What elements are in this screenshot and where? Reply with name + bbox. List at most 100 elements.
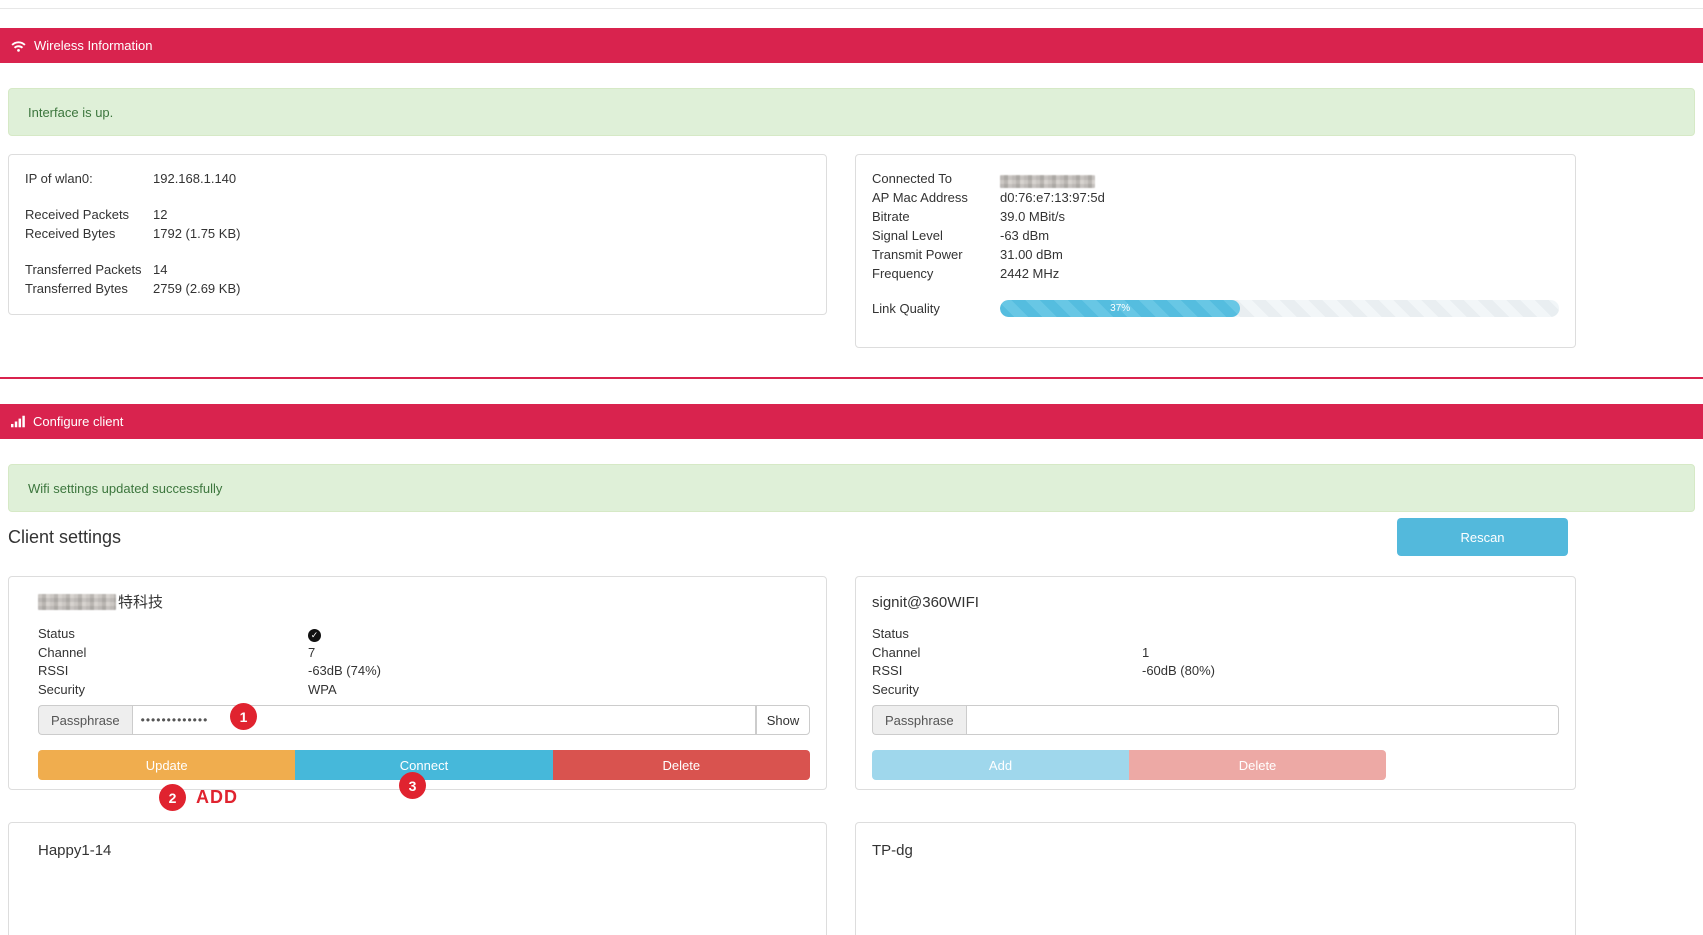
conn-label: Bitrate [872, 209, 910, 224]
channel-value: 1 [1142, 644, 1150, 660]
network-cards-row: Happy1-14 TP-dg [8, 822, 1703, 935]
stat-label: IP of wlan0: [25, 171, 93, 186]
spacer [25, 243, 810, 260]
stat-label: Transferred Packets [25, 262, 142, 277]
network-cards-row: 特科技 Status ✓ Channel 7 RSSI -63dB (74%) … [8, 576, 1703, 790]
stat-value: 2759 (2.69 KB) [153, 281, 241, 296]
alert-text: Interface is up. [28, 104, 114, 120]
channel-value: 7 [308, 644, 316, 660]
annotation-step-3-badge: 3 [399, 772, 426, 799]
network-name: 特科技 [38, 593, 810, 613]
stat-label: Received Packets [25, 207, 130, 222]
security-value [1142, 681, 1559, 700]
passphrase-input[interactable] [131, 705, 756, 735]
rssi-value: -60dB (80%) [1142, 663, 1215, 678]
passphrase-input[interactable] [965, 705, 1559, 735]
network-actions: Update Connect Delete [38, 750, 810, 780]
annotation-step-1-badge: 1 [230, 703, 257, 730]
conn-label: Signal Level [872, 228, 943, 243]
client-settings-row: Client settings Rescan [8, 518, 1568, 556]
network-actions: Add Delete [872, 750, 1559, 780]
connect-button[interactable]: Connect [295, 750, 553, 780]
stat-value: 192.168.1.140 [153, 171, 237, 186]
field-row: Security [872, 681, 1559, 700]
conn-value: 2442 MHz [1000, 266, 1060, 281]
field-label: Channel [38, 644, 87, 660]
network-name-text: signit@360WIFI [872, 594, 979, 611]
passphrase-group: Passphrase Show [38, 705, 810, 735]
passphrase-group: Passphrase [872, 705, 1559, 735]
update-button[interactable]: Update [38, 750, 296, 780]
link-quality-row: Link Quality 37% [872, 299, 1559, 318]
conn-row: AP Mac Address d0:76:e7:13:97:5d [872, 188, 1559, 207]
field-row: Channel 1 [872, 644, 1559, 663]
conn-label: Transmit Power [872, 247, 963, 262]
conn-row: Signal Level -63 dBm [872, 226, 1559, 245]
security-value: WPA [308, 681, 337, 697]
spacer [872, 283, 1559, 299]
passphrase-label: Passphrase [872, 705, 966, 735]
field-label: Channel [872, 644, 921, 660]
field-row: RSSI -63dB (74%) [38, 662, 810, 681]
network-name-text: 特科技 [118, 594, 164, 611]
wifi-updated-alert: Wifi settings updated successfully [8, 464, 1695, 512]
stat-row: Transferred Packets 14 [25, 260, 810, 279]
stat-row: IP of wlan0: 192.168.1.140 [25, 169, 810, 188]
status-value [1142, 625, 1559, 644]
conn-row: Transmit Power 31.00 dBm [872, 245, 1559, 264]
link-quality-progressbar: 37% [1000, 300, 1559, 317]
field-label: Status [872, 626, 909, 641]
conn-label: AP Mac Address [872, 190, 968, 205]
conn-label: Link Quality [872, 301, 940, 316]
conn-label: Frequency [872, 266, 934, 281]
delete-button[interactable]: Delete [1129, 750, 1386, 780]
link-quality-percent: 37% [1110, 303, 1131, 314]
field-label: Security [872, 681, 919, 697]
conn-row: Connected To [872, 169, 1559, 188]
spacer [25, 188, 810, 205]
configure-client-header: Configure client [0, 404, 1703, 439]
network-card-connected: 特科技 Status ✓ Channel 7 RSSI -63dB (74%) … [8, 576, 827, 790]
status-value: ✓ [308, 625, 810, 644]
network-name: signit@360WIFI [872, 593, 1559, 613]
connected-check-icon: ✓ [308, 628, 321, 642]
annotation-step-2-badge: 2 [159, 784, 186, 811]
stat-row: Received Packets 12 [25, 205, 810, 224]
redacted-name-prefix [38, 594, 116, 611]
section-title: Wireless Information [34, 38, 153, 53]
conn-value: 31.00 dBm [1000, 247, 1063, 262]
interface-status-alert: Interface is up. [8, 88, 1695, 136]
network-name: TP-dg [872, 841, 1559, 861]
network-card: Happy1-14 [8, 822, 827, 935]
add-button[interactable]: Add [872, 750, 1129, 780]
stat-value: 12 [153, 207, 168, 222]
conn-label: Connected To [872, 171, 952, 186]
conn-row: Frequency 2442 MHz [872, 264, 1559, 283]
stat-row: Transferred Bytes 2759 (2.69 KB) [25, 279, 810, 298]
wifi-icon [11, 39, 26, 52]
stat-label: Received Bytes [25, 226, 116, 241]
stat-row: Received Bytes 1792 (1.75 KB) [25, 224, 810, 243]
redacted-ssid-value [1000, 174, 1095, 188]
delete-button[interactable]: Delete [552, 750, 810, 780]
conn-row: Bitrate 39.0 MBit/s [872, 207, 1559, 226]
conn-value: 39.0 MBit/s [1000, 209, 1066, 224]
wireless-information-header: Wireless Information [0, 28, 1703, 63]
section-divider [0, 377, 1703, 379]
section-title: Configure client [33, 414, 124, 429]
stat-value: 14 [153, 262, 168, 277]
field-row: Status [872, 625, 1559, 644]
field-label: Security [38, 681, 85, 697]
show-passphrase-button[interactable]: Show [756, 705, 810, 735]
rssi-value: -63dB (74%) [308, 663, 381, 678]
conn-value: d0:76:e7:13:97:5d [1000, 190, 1105, 205]
network-card: TP-dg [855, 822, 1576, 935]
client-settings-title: Client settings [8, 526, 122, 547]
field-row: Status ✓ [38, 625, 810, 644]
rescan-button[interactable]: Rescan [1397, 518, 1568, 556]
wlan-stats-panel: IP of wlan0: 192.168.1.140 Received Pack… [8, 154, 827, 315]
field-label: RSSI [872, 663, 903, 678]
signal-bars-icon [11, 415, 25, 428]
network-name-text: TP-dg [872, 842, 913, 859]
